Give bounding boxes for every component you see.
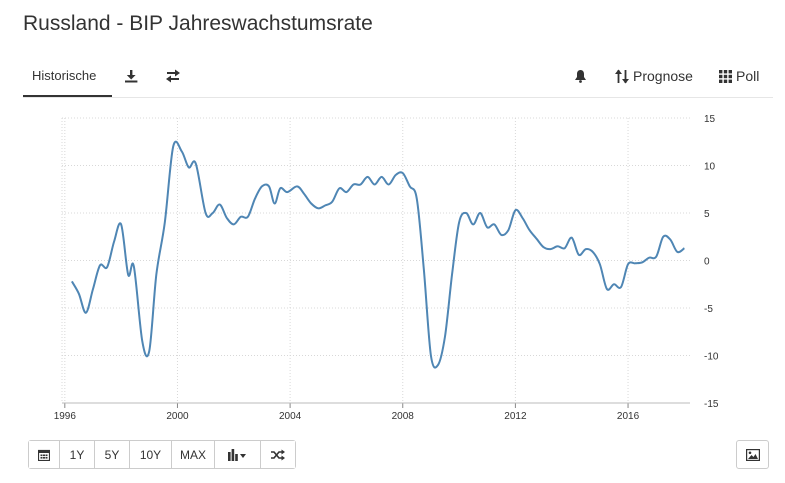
tab-bar: Historische Progno (23, 60, 773, 98)
forecast-label: Prognose (633, 68, 693, 84)
calendar-button[interactable] (29, 441, 60, 468)
exchange-icon[interactable] (165, 66, 181, 86)
chart-type-button[interactable] (215, 441, 261, 468)
sort-arrows-icon (615, 69, 633, 84)
x-tick-label: 2016 (617, 411, 640, 422)
range-max-button[interactable]: MAX (172, 441, 215, 468)
x-tick-label: 2008 (392, 411, 415, 422)
x-tick-label: 2000 (166, 411, 189, 422)
poll-button[interactable]: Poll (719, 66, 759, 86)
shuffle-button[interactable] (261, 441, 295, 468)
range-5y-button[interactable]: 5Y (95, 441, 130, 468)
image-icon (745, 448, 760, 461)
shuffle-icon (271, 449, 285, 461)
grid-icon (719, 69, 736, 83)
y-tick-label: 0 (704, 257, 710, 268)
y-tick-label: 5 (704, 209, 710, 220)
calendar-icon (38, 449, 50, 461)
gdp-growth-chart: 15 10 5 0 -5 -10 -15 1996 2000 2004 2008 2012 2016 (54, 114, 719, 422)
y-tick-label: -5 (704, 304, 713, 315)
y-tick-label: -10 (704, 352, 719, 363)
x-tick-label: 1996 (54, 411, 77, 422)
page-title: Russland - BIP Jahreswachstumsrate (23, 12, 373, 35)
bell-icon[interactable] (574, 66, 587, 86)
x-tick-label: 2004 (279, 411, 302, 422)
image-export-button[interactable] (736, 440, 769, 469)
download-icon[interactable] (124, 66, 138, 86)
chart-area: 15 10 5 0 -5 -10 -15 1996 2000 2004 2008 2012 2016 (0, 100, 785, 435)
bar-chart-icon (227, 448, 248, 461)
range-10y-button[interactable]: 10Y (130, 441, 172, 468)
x-tick-label: 2012 (504, 411, 527, 422)
y-tick-label: 10 (704, 162, 716, 173)
chart-toolbar: 1Y 5Y 10Y MAX (28, 440, 296, 469)
range-1y-button[interactable]: 1Y (60, 441, 95, 468)
poll-label: Poll (736, 68, 760, 84)
gdp-growth-series-line (71, 140, 685, 369)
y-tick-label: 15 (704, 114, 716, 125)
y-tick-label: -15 (704, 399, 719, 410)
forecast-button[interactable]: Prognose (615, 66, 693, 86)
tab-historical[interactable]: Historische (23, 60, 112, 97)
